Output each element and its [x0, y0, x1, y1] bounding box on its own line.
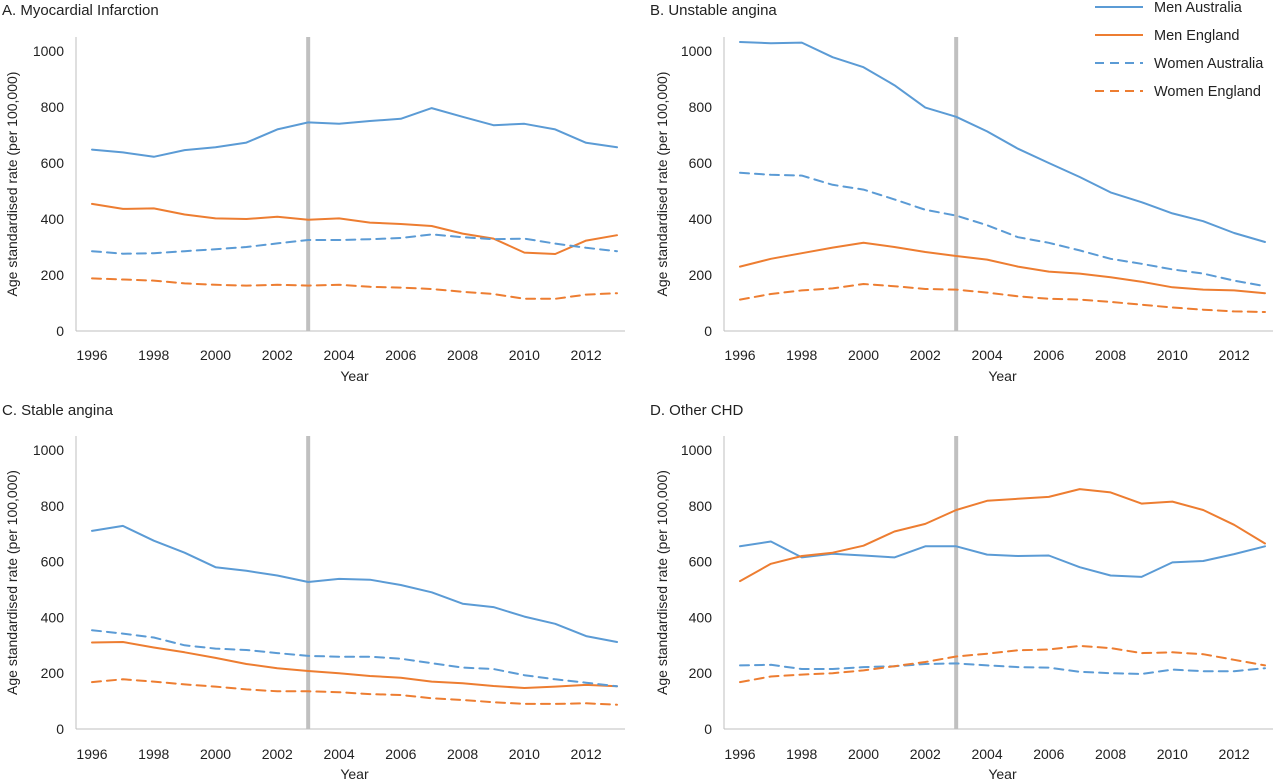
- series-line-men-england: [739, 241, 1266, 295]
- x-tick-label: 2000: [848, 347, 879, 363]
- legend-label-men-australia: Men Australia: [1154, 0, 1243, 16]
- y-tick-label: 200: [41, 267, 65, 283]
- x-tick-label: 2012: [1219, 746, 1250, 762]
- y-tick-label: 0: [56, 721, 64, 737]
- y-tick-label: 1000: [681, 43, 712, 59]
- y-tick-label: 800: [689, 498, 713, 514]
- x-tick-label: 2006: [385, 347, 416, 363]
- y-tick-label: 200: [689, 665, 713, 681]
- chart-title: D. Other CHD: [650, 402, 744, 419]
- x-tick-label: 2002: [910, 746, 941, 762]
- y-tick-label: 600: [41, 155, 65, 171]
- chart-panel-1: A. Myocardial Infarction 0 200 400 600 800 100…: [2, 2, 625, 384]
- chart-title: B. Unstable angina: [650, 2, 777, 19]
- series-line-women-england: [91, 678, 618, 706]
- x-axis-label: Year: [988, 766, 1017, 781]
- x-tick-label: 2000: [200, 347, 231, 363]
- y-axis-label: Age standardised rate (per 100,000): [4, 72, 20, 297]
- x-tick-label: 1996: [724, 746, 755, 762]
- series-line-men-australia: [739, 540, 1266, 578]
- legend-label-women-australia: Women Australia: [1154, 56, 1264, 72]
- legend-label-men-england: Men England: [1154, 28, 1239, 44]
- series-line-men-england: [91, 641, 618, 689]
- y-tick-label: 1000: [33, 442, 64, 458]
- series-line-women-england: [739, 283, 1266, 313]
- series-line-women-australia: [739, 662, 1266, 675]
- y-tick-label: 600: [689, 554, 713, 570]
- x-tick-label: 2006: [1033, 746, 1064, 762]
- series-line-men-australia: [739, 41, 1266, 243]
- x-tick-label: 1998: [138, 347, 169, 363]
- chart-panel-2: B. Unstable angina 0 200 400 600 800 1000 1996 1…: [650, 2, 1273, 384]
- series-line-men-australia: [91, 524, 618, 643]
- x-tick-label: 2012: [1219, 347, 1250, 363]
- legend: Men Australia Men England Women Australia W…: [1095, 0, 1264, 100]
- y-tick-label: 400: [689, 211, 713, 227]
- x-tick-label: 2010: [509, 746, 540, 762]
- x-tick-label: 2002: [262, 347, 293, 363]
- y-axis-label: Age standardised rate (per 100,000): [654, 470, 670, 695]
- x-tick-label: 2008: [447, 746, 478, 762]
- x-tick-label: 1998: [786, 746, 817, 762]
- x-tick-label: 1998: [786, 347, 817, 363]
- y-tick-label: 1000: [681, 442, 712, 458]
- series-line-women-australia: [91, 233, 618, 255]
- x-tick-label: 2006: [385, 746, 416, 762]
- x-tick-label: 2000: [848, 746, 879, 762]
- x-tick-label: 2012: [571, 746, 602, 762]
- series-line-men-england: [91, 202, 618, 255]
- series-line-men-australia: [91, 107, 618, 158]
- x-tick-label: 1996: [76, 347, 107, 363]
- x-axis-label: Year: [340, 368, 369, 384]
- x-tick-label: 2004: [323, 347, 354, 363]
- x-tick-label: 2008: [1095, 347, 1126, 363]
- y-tick-label: 600: [41, 554, 65, 570]
- chart-panel-4: D. Other CHD 0 200 400 600 800 1000 1996 1998 200…: [650, 402, 1273, 781]
- y-tick-label: 800: [689, 99, 713, 115]
- series-line-women-australia: [739, 171, 1266, 288]
- x-tick-label: 2008: [447, 347, 478, 363]
- y-tick-label: 0: [56, 323, 64, 339]
- y-tick-label: 400: [689, 609, 713, 625]
- chart-title: A. Myocardial Infarction: [2, 2, 159, 19]
- y-tick-label: 200: [41, 665, 65, 681]
- y-tick-label: 400: [41, 211, 65, 227]
- x-tick-label: 2006: [1033, 347, 1064, 363]
- x-tick-label: 1996: [724, 347, 755, 363]
- series-line-women-england: [739, 644, 1266, 684]
- x-tick-label: 2002: [262, 746, 293, 762]
- y-tick-label: 1000: [33, 43, 64, 59]
- y-tick-label: 200: [689, 267, 713, 283]
- x-tick-label: 2008: [1095, 746, 1126, 762]
- y-tick-label: 0: [704, 721, 712, 737]
- x-tick-label: 2004: [323, 746, 354, 762]
- y-axis-label: Age standardised rate (per 100,000): [654, 72, 670, 297]
- legend-label-women-england: Women England: [1154, 84, 1261, 100]
- x-tick-label: 2012: [571, 347, 602, 363]
- series-line-men-england: [739, 488, 1266, 583]
- y-tick-label: 800: [41, 498, 65, 514]
- x-tick-label: 2010: [509, 347, 540, 363]
- y-tick-label: 0: [704, 323, 712, 339]
- x-tick-label: 2004: [971, 347, 1002, 363]
- y-axis-label: Age standardised rate (per 100,000): [4, 470, 20, 695]
- x-tick-label: 2002: [910, 347, 941, 363]
- chart-title: C. Stable angina: [2, 402, 114, 419]
- y-tick-label: 400: [41, 609, 65, 625]
- x-axis-label: Year: [988, 368, 1017, 384]
- x-tick-label: 2000: [200, 746, 231, 762]
- y-tick-label: 600: [689, 155, 713, 171]
- series-line-women-england: [91, 277, 618, 300]
- x-tick-label: 2010: [1157, 746, 1188, 762]
- x-tick-label: 2010: [1157, 347, 1188, 363]
- x-tick-label: 2004: [971, 746, 1002, 762]
- series-line-women-australia: [91, 629, 618, 688]
- x-axis-label: Year: [340, 766, 369, 781]
- x-tick-label: 1996: [76, 746, 107, 762]
- y-tick-label: 800: [41, 99, 65, 115]
- x-tick-label: 1998: [138, 746, 169, 762]
- chart-panel-3: C. Stable angina 0 200 400 600 800 1000 1996 199…: [2, 402, 625, 781]
